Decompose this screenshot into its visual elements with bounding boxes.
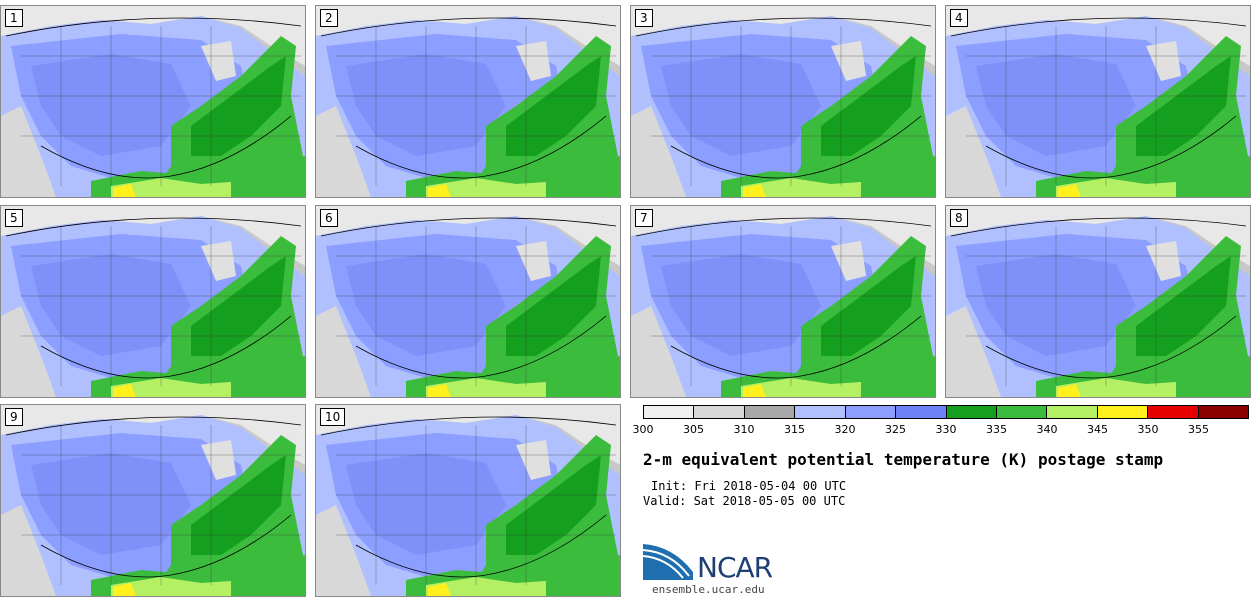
member-map-9: 9: [0, 404, 306, 597]
colorbar-segment: [694, 406, 745, 418]
colorbar-tick-label: 310: [733, 423, 755, 436]
init-time: Init: Fri 2018-05-04 00 UTC: [651, 479, 847, 493]
member-map-5: 5: [0, 205, 306, 398]
member-map-8: 8: [945, 205, 1251, 398]
colorbar: [643, 405, 1249, 419]
member-label: 8: [950, 209, 968, 227]
member-label: 2: [320, 9, 338, 27]
member-map-7: 7: [630, 205, 936, 398]
member-label: 5: [5, 209, 23, 227]
map-image: [946, 6, 1250, 197]
colorbar-segment: [896, 406, 947, 418]
colorbar-tick-label: 315: [784, 423, 805, 436]
valid-time: Valid: Sat 2018-05-05 00 UTC: [643, 494, 846, 508]
member-label: 7: [635, 209, 653, 227]
figure-title: 2-m equivalent potential temperature (K)…: [643, 450, 1164, 469]
member-label: 1: [5, 9, 23, 27]
colorbar-segment: [946, 406, 997, 418]
map-image: [1, 405, 305, 596]
member-label: 10: [320, 408, 346, 426]
ncar-logo: [643, 544, 693, 580]
colorbar-ticks: 300 305 310 315 320 325 330 335 340 345 350 355: [633, 423, 1249, 437]
colorbar-tick-label: 300: [632, 423, 654, 436]
member-label: 4: [950, 9, 968, 27]
map-image: [631, 206, 935, 397]
member-map-4: 4: [945, 5, 1251, 198]
colorbar-tick-label: 335: [986, 423, 1007, 436]
colorbar-segment: [795, 406, 846, 418]
member-label: 9: [5, 408, 23, 426]
member-label: 3: [635, 9, 653, 27]
colorbar-segment: [845, 406, 897, 418]
colorbar-tick-label: 330: [935, 423, 957, 436]
map-image: [316, 206, 620, 397]
colorbar-segment: [1097, 406, 1149, 418]
colorbar-tick-label: 325: [885, 423, 906, 436]
colorbar-tick-label: 345: [1087, 423, 1108, 436]
map-image: [1, 206, 305, 397]
colorbar-segment: [1047, 406, 1098, 418]
member-map-6: 6: [315, 205, 621, 398]
map-image: [316, 6, 620, 197]
colorbar-segment: [744, 406, 796, 418]
colorbar-tick-label: 350: [1137, 423, 1159, 436]
map-image: [631, 6, 935, 197]
member-map-3: 3: [630, 5, 936, 198]
colorbar-tick-label: 305: [683, 423, 704, 436]
ncar-wordmark: NCAR: [697, 551, 773, 584]
member-label: 6: [320, 209, 338, 227]
colorbar-tick-label: 320: [834, 423, 856, 436]
member-map-1: 1: [0, 5, 306, 198]
colorbar-segment: [644, 406, 695, 418]
map-image: [316, 405, 620, 596]
member-map-2: 2: [315, 5, 621, 198]
colorbar-tick-label: 355: [1188, 423, 1209, 436]
colorbar-segment: [996, 406, 1048, 418]
site-url: ensemble.ucar.edu: [652, 583, 765, 596]
map-image: [1, 6, 305, 197]
colorbar-segment: [1198, 406, 1249, 418]
member-map-10: 10: [315, 404, 621, 597]
colorbar-tick-label: 340: [1036, 423, 1058, 436]
colorbar-segment: [1148, 406, 1199, 418]
map-image: [946, 206, 1250, 397]
